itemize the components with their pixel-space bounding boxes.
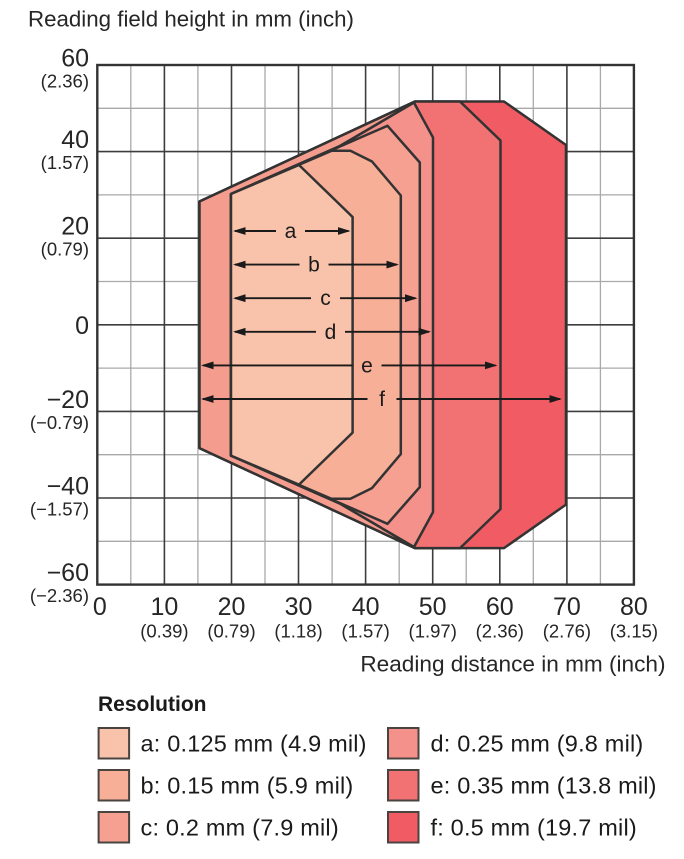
svg-text:(1.57): (1.57) (341, 621, 389, 642)
svg-text:(3.15): (3.15) (610, 621, 658, 642)
svg-text:(1.18): (1.18) (274, 621, 322, 642)
svg-text:e: 0.35 mm (13.8 mil): e: 0.35 mm (13.8 mil) (431, 773, 657, 799)
svg-text:30: 30 (285, 593, 313, 621)
svg-text:Resolution: Resolution (98, 693, 207, 716)
svg-text:d: 0.25 mm (9.8 mil): d: 0.25 mm (9.8 mil) (431, 731, 644, 757)
svg-text:f: f (379, 388, 385, 411)
svg-text:20: 20 (61, 213, 89, 241)
svg-text:60: 60 (486, 593, 514, 621)
svg-text:70: 70 (553, 593, 581, 621)
svg-text:80: 80 (620, 593, 648, 621)
svg-text:60: 60 (61, 45, 89, 73)
svg-text:Reading distance in mm (inch): Reading distance in mm (inch) (360, 652, 665, 677)
svg-text:d: d (325, 321, 337, 344)
svg-text:0: 0 (75, 312, 89, 340)
svg-text:c: 0.2 mm (7.9 mil): c: 0.2 mm (7.9 mil) (141, 815, 339, 841)
svg-text:a: 0.125 mm (4.9 mil): a: 0.125 mm (4.9 mil) (141, 731, 367, 757)
svg-text:(0.79): (0.79) (41, 239, 89, 260)
svg-text:b: b (308, 254, 320, 277)
svg-text:f: 0.5 mm (19.7 mil): f: 0.5 mm (19.7 mil) (431, 815, 637, 841)
svg-text:0: 0 (93, 593, 107, 621)
svg-text:40: 40 (61, 126, 89, 154)
svg-text:10: 10 (150, 593, 178, 621)
svg-text:50: 50 (419, 593, 447, 621)
svg-text:(−1.57): (−1.57) (30, 498, 89, 519)
svg-text:(−0.79): (−0.79) (30, 412, 89, 433)
svg-text:b: 0.15 mm (5.9 mil): b: 0.15 mm (5.9 mil) (141, 773, 354, 799)
svg-text:(−2.36): (−2.36) (30, 585, 89, 606)
svg-text:c: c (320, 287, 331, 310)
svg-text:(2.36): (2.36) (41, 70, 89, 91)
svg-text:(0.39): (0.39) (140, 621, 188, 642)
svg-text:(2.76): (2.76) (543, 621, 591, 642)
svg-text:(1.57): (1.57) (41, 152, 89, 173)
svg-text:(0.79): (0.79) (207, 621, 255, 642)
svg-text:20: 20 (218, 593, 246, 621)
svg-text:−40: −40 (47, 473, 89, 501)
svg-text:−20: −20 (47, 386, 89, 414)
svg-text:e: e (361, 354, 373, 377)
svg-text:40: 40 (352, 593, 380, 621)
svg-text:a: a (285, 220, 297, 243)
svg-text:Reading field height in mm (in: Reading field height in mm (inch) (28, 7, 354, 32)
svg-text:(1.97): (1.97) (409, 621, 457, 642)
svg-text:(2.36): (2.36) (476, 621, 524, 642)
svg-text:−60: −60 (47, 559, 89, 587)
